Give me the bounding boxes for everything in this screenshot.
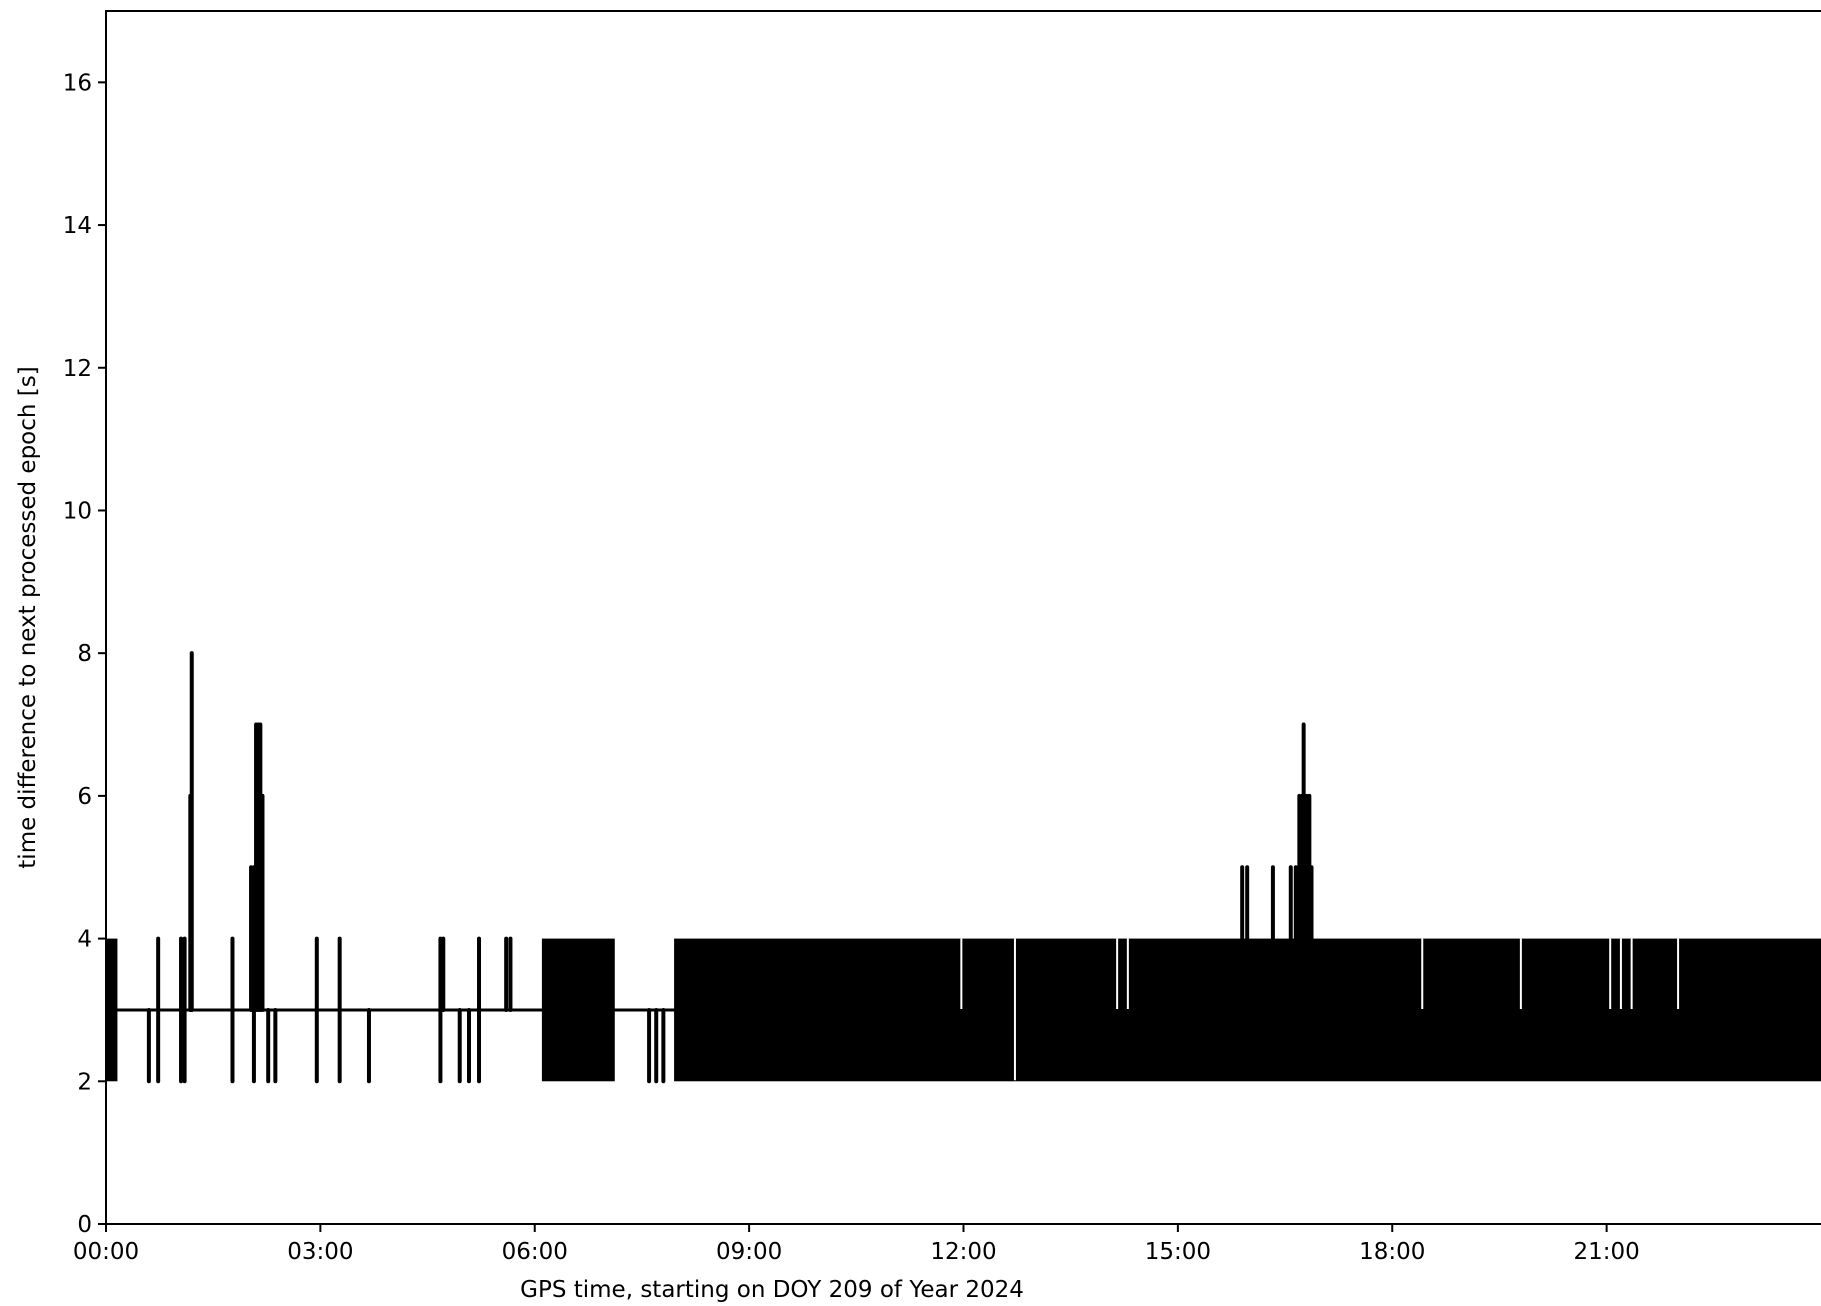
x-tick-label: 12:00 — [930, 1239, 996, 1265]
y-tick-label: 4 — [77, 927, 92, 953]
y-axis-label: time difference to next processed epoch … — [15, 366, 41, 868]
x-tick-label: 18:00 — [1359, 1239, 1425, 1265]
x-axis: 00:00 03:00 06:00 09:00 12:00 15:00 18:00 21:00 — [73, 1224, 1640, 1265]
data-series — [106, 653, 1821, 1081]
x-tick-label: 00:00 — [73, 1239, 139, 1265]
dense-band — [106, 939, 117, 1082]
y-tick-label: 8 — [77, 641, 92, 667]
dense-band — [542, 939, 615, 1082]
y-tick-label: 0 — [77, 1212, 92, 1238]
y-axis: 0 2 4 6 8 10 12 14 16 — [63, 70, 106, 1238]
y-tick-label: 2 — [77, 1069, 92, 1095]
x-axis-label: GPS time, starting on DOY 209 of Year 20… — [520, 1277, 1024, 1303]
x-tick-label: 03:00 — [287, 1239, 353, 1265]
x-tick-label: 15:00 — [1145, 1239, 1211, 1265]
x-tick-label: 09:00 — [716, 1239, 782, 1265]
y-tick-label: 14 — [63, 213, 92, 239]
y-tick-label: 16 — [63, 70, 92, 96]
y-tick-label: 12 — [63, 356, 92, 382]
x-tick-label: 06:00 — [502, 1239, 568, 1265]
y-tick-label: 10 — [63, 498, 92, 524]
y-tick-label: 6 — [77, 784, 92, 810]
x-tick-label: 21:00 — [1573, 1239, 1639, 1265]
